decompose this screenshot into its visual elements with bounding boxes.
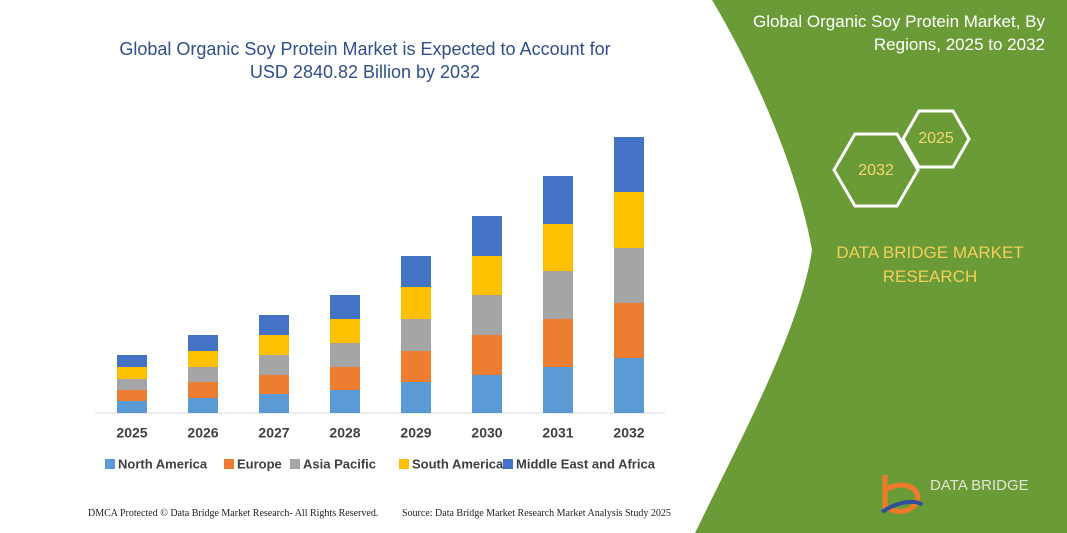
x-tick-label: 2028 xyxy=(329,425,360,441)
bar-segment xyxy=(117,390,147,401)
legend-swatch xyxy=(290,459,300,469)
bar-segment xyxy=(117,401,147,413)
bar-segment xyxy=(330,343,360,367)
hexagon xyxy=(832,132,920,208)
bar-segment xyxy=(472,335,502,375)
bar-segment xyxy=(543,224,573,271)
bar-segment xyxy=(614,137,644,192)
bar-segment xyxy=(330,319,360,343)
hex-label: 2025 xyxy=(918,130,954,147)
legend-swatch xyxy=(399,459,409,469)
bar-segment xyxy=(330,367,360,390)
x-tick-label: 2027 xyxy=(258,425,289,441)
x-tick-label: 2025 xyxy=(116,425,147,441)
bar-segment xyxy=(259,394,289,413)
legend-label: Middle East and Africa xyxy=(516,456,656,471)
bar-segment xyxy=(472,295,502,335)
bar-segment xyxy=(259,355,289,375)
legend-label: North America xyxy=(118,456,208,471)
hexagon xyxy=(901,109,971,169)
bar-segment xyxy=(472,256,502,295)
bar-segment xyxy=(117,379,147,390)
legend-swatch xyxy=(105,459,115,469)
bar-segment xyxy=(401,351,431,382)
bar-segment xyxy=(259,315,289,335)
hex-label: 2032 xyxy=(858,162,894,179)
panel-title: Global Organic Soy Protein Market, By Re… xyxy=(753,12,1045,54)
x-tick-label: 2029 xyxy=(400,425,431,441)
bar-segment xyxy=(117,367,147,379)
bar-segment xyxy=(259,335,289,355)
legend-swatch xyxy=(503,459,513,469)
bar-segment xyxy=(401,319,431,351)
bar-segment xyxy=(543,271,573,319)
bar-segment xyxy=(117,355,147,367)
bar-segment xyxy=(614,303,644,358)
logo-icon xyxy=(882,475,921,514)
footer-source: Source: Data Bridge Market Research Mark… xyxy=(402,508,671,519)
footer-note: DMCA Protected © Data Bridge Market Rese… xyxy=(88,508,379,519)
bar-segment xyxy=(472,216,502,256)
bar-segment xyxy=(401,256,431,287)
x-tick-label: 2032 xyxy=(613,425,644,441)
bar-segment xyxy=(188,382,218,398)
bar-segment xyxy=(188,367,218,382)
x-tick-label: 2030 xyxy=(471,425,502,441)
bar-segment xyxy=(330,295,360,319)
legend-label: Asia Pacific xyxy=(303,456,376,471)
bar-segment xyxy=(259,375,289,394)
bar-segment xyxy=(543,176,573,224)
logo-text: DATA BRIDGE xyxy=(930,477,1029,494)
logo-icon xyxy=(880,499,924,514)
bar-segment xyxy=(543,319,573,367)
bar-segment xyxy=(543,367,573,413)
legend-label: Europe xyxy=(237,456,282,471)
bar-segment xyxy=(188,351,218,367)
legend-swatch xyxy=(224,459,234,469)
bar-segment xyxy=(472,375,502,413)
bar-segment xyxy=(330,390,360,413)
side-panel xyxy=(695,0,1067,533)
bar-segment xyxy=(614,358,644,413)
bar-segment xyxy=(614,192,644,248)
chart-title: Global Organic Soy Protein Market is Exp… xyxy=(119,39,611,82)
bar-segment xyxy=(614,248,644,303)
bar-segment xyxy=(188,398,218,413)
legend-label: South America xyxy=(412,456,504,471)
x-tick-label: 2026 xyxy=(187,425,218,441)
x-tick-label: 2031 xyxy=(542,425,573,441)
bar-segment xyxy=(401,382,431,413)
brand: DATA BRIDGE MARKET RESEARCH xyxy=(836,243,1024,286)
bar-segment xyxy=(401,287,431,319)
bar-segment xyxy=(188,335,218,351)
